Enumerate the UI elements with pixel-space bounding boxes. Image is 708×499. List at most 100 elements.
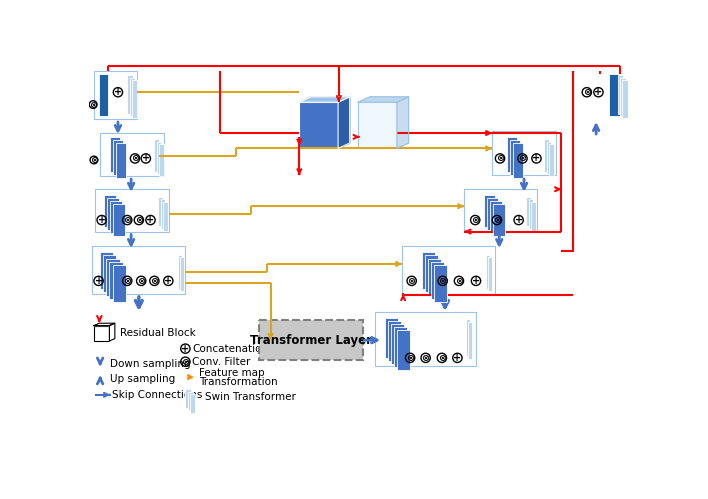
Text: Transformer Layer: Transformer Layer	[250, 334, 372, 347]
Bar	[299, 102, 338, 148]
Bar	[507, 137, 517, 172]
Bar	[490, 201, 501, 233]
Bar	[110, 261, 122, 298]
Bar	[107, 198, 119, 230]
Bar	[106, 258, 120, 295]
Bar	[402, 246, 496, 294]
Text: +: +	[453, 353, 462, 363]
Bar	[159, 197, 163, 226]
Text: ⊗: ⊗	[439, 276, 447, 286]
Bar	[487, 198, 498, 230]
Text: +: +	[164, 276, 172, 286]
Text: Swin Transformer: Swin Transformer	[205, 392, 296, 402]
Text: Skip Connections: Skip Connections	[112, 390, 202, 400]
Text: ⊗: ⊗	[406, 353, 414, 363]
Bar	[185, 389, 190, 408]
Text: ⊗: ⊗	[131, 153, 139, 164]
Bar	[113, 264, 126, 302]
Text: ⊗: ⊗	[471, 215, 479, 225]
Text: +: +	[532, 153, 540, 164]
Bar	[180, 257, 184, 291]
Bar	[493, 204, 505, 236]
Bar	[529, 199, 533, 229]
Text: Concatenation: Concatenation	[193, 344, 268, 354]
Bar	[484, 195, 496, 227]
Bar	[428, 258, 441, 295]
Bar	[95, 189, 169, 232]
Text: +: +	[142, 153, 150, 164]
Text: +: +	[472, 276, 480, 286]
Bar	[618, 75, 623, 114]
Bar	[110, 201, 122, 233]
Bar	[468, 322, 472, 359]
Bar	[434, 264, 447, 302]
Text: +: +	[94, 276, 103, 286]
Bar	[622, 80, 628, 118]
Text: Residual Block: Residual Block	[120, 328, 195, 338]
Bar	[132, 80, 137, 118]
Bar	[513, 143, 523, 178]
Text: ⊗: ⊗	[135, 215, 143, 225]
Text: ⊗: ⊗	[408, 276, 416, 286]
Bar	[375, 312, 476, 366]
Polygon shape	[110, 323, 115, 341]
Bar	[464, 189, 537, 232]
Bar	[620, 77, 626, 116]
Bar	[547, 142, 551, 174]
Bar	[94, 71, 137, 119]
Bar	[510, 140, 520, 175]
Bar	[549, 144, 554, 176]
Text: ⊗: ⊗	[90, 155, 98, 165]
Bar	[154, 139, 159, 172]
Bar	[391, 324, 404, 364]
Bar	[388, 321, 401, 361]
Text: ⊗: ⊗	[123, 276, 131, 286]
Bar	[113, 204, 125, 236]
Bar	[104, 195, 115, 227]
Polygon shape	[397, 97, 409, 148]
Polygon shape	[358, 97, 409, 102]
Bar	[397, 330, 410, 370]
Text: Up sampling: Up sampling	[110, 374, 176, 384]
Bar	[190, 394, 195, 413]
FancyBboxPatch shape	[259, 320, 363, 360]
Text: +: +	[181, 344, 190, 354]
Polygon shape	[299, 97, 350, 102]
Bar	[100, 133, 164, 176]
Polygon shape	[338, 97, 350, 148]
Bar	[103, 255, 116, 292]
Polygon shape	[94, 323, 115, 325]
Text: +: +	[98, 215, 105, 225]
Bar	[466, 319, 470, 356]
Text: ⊗: ⊗	[181, 357, 190, 367]
Bar	[100, 252, 113, 289]
Text: ⊗: ⊗	[150, 276, 159, 286]
Bar	[544, 139, 549, 172]
Bar	[489, 257, 492, 291]
Text: ⊗: ⊗	[89, 99, 97, 110]
Bar	[422, 252, 435, 289]
Bar	[110, 137, 120, 172]
Text: +: +	[595, 87, 603, 97]
Text: ⊗: ⊗	[421, 353, 430, 363]
Bar	[127, 75, 132, 114]
Text: ⊗: ⊗	[518, 153, 527, 164]
Text: ⊗: ⊗	[493, 215, 501, 225]
Bar	[161, 199, 165, 229]
Bar	[159, 144, 164, 176]
Text: +: +	[515, 215, 523, 225]
Bar	[394, 327, 407, 367]
Bar	[384, 318, 398, 358]
Text: ⊗: ⊗	[583, 87, 591, 97]
Text: +: +	[147, 215, 154, 225]
Text: ⊗: ⊗	[137, 276, 145, 286]
Text: Conv. Filter: Conv. Filter	[193, 357, 251, 367]
Bar	[358, 102, 397, 148]
Bar	[98, 74, 108, 116]
Bar	[492, 131, 556, 175]
Bar	[610, 74, 620, 116]
Bar	[431, 261, 444, 298]
Text: ⊗: ⊗	[496, 153, 504, 164]
Bar	[163, 202, 168, 231]
Bar	[526, 197, 531, 226]
